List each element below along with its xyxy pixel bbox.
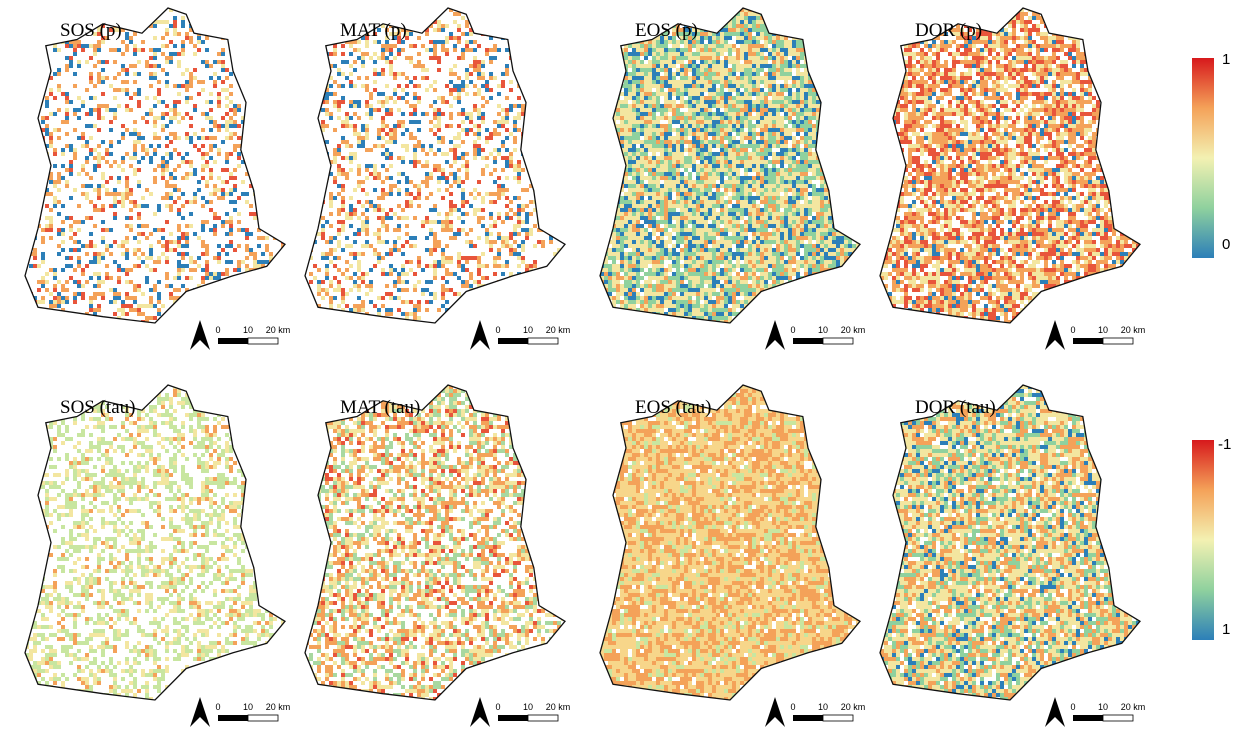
scale-bar: [1073, 715, 1103, 721]
scale-label: 10: [523, 325, 533, 335]
north-arrow: [190, 697, 210, 727]
scale-label: 0: [790, 702, 795, 712]
panel-title: EOS (tau): [635, 397, 712, 418]
north-arrow: [1045, 320, 1065, 350]
scale-bar: [793, 715, 823, 721]
panel-title: SOS (p): [60, 20, 122, 41]
scale-label: 0: [495, 325, 500, 335]
panel-title: MAT (tau): [340, 397, 420, 418]
scale-label: 10: [243, 325, 253, 335]
scale-label: 20 km: [841, 702, 866, 712]
scale-label: 10: [243, 702, 253, 712]
scale-label: 0: [215, 325, 220, 335]
colorbar-label: 1: [1222, 51, 1230, 68]
panel-title: EOS (p): [635, 20, 698, 41]
panel-title: DOR (tau): [915, 397, 996, 418]
scale-label: 20 km: [546, 702, 571, 712]
north-arrow: [470, 697, 490, 727]
panel-title: DOR (p): [915, 20, 982, 41]
colorbar-label: 0: [1222, 236, 1230, 253]
figure: 1 0 -1 1 SOS (p) 0 10 20 km MAT (p) 0 10 20 km E…: [0, 0, 1245, 740]
scale-bar: [1073, 338, 1103, 344]
scale-label: 0: [1070, 702, 1075, 712]
scale-bar: [248, 338, 278, 344]
scale-label: 0: [495, 702, 500, 712]
scale-label: 10: [1098, 702, 1108, 712]
north-arrow: [470, 320, 490, 350]
colorbar-label: 1: [1222, 621, 1230, 638]
scale-label: 20 km: [1121, 325, 1146, 335]
scale-bar: [498, 338, 528, 344]
north-arrow: [765, 320, 785, 350]
scale-bar: [528, 715, 558, 721]
colorbar: [1192, 58, 1214, 258]
scale-label: 0: [790, 325, 795, 335]
scale-label: 10: [818, 325, 828, 335]
scale-label: 20 km: [266, 325, 291, 335]
scale-label: 20 km: [841, 325, 866, 335]
scale-bar: [218, 715, 248, 721]
north-arrow: [190, 320, 210, 350]
colorbar: [1192, 440, 1214, 640]
scale-bar: [498, 715, 528, 721]
scale-bar: [1103, 338, 1133, 344]
scale-label: 20 km: [1121, 702, 1146, 712]
scale-label: 10: [523, 702, 533, 712]
scale-label: 0: [215, 702, 220, 712]
scale-label: 0: [1070, 325, 1075, 335]
scale-bar: [1103, 715, 1133, 721]
scale-label: 10: [1098, 325, 1108, 335]
scale-bar: [823, 338, 853, 344]
north-arrow: [1045, 697, 1065, 727]
scale-bar: [793, 338, 823, 344]
scale-bar: [528, 338, 558, 344]
scale-label: 10: [818, 702, 828, 712]
north-arrow: [765, 697, 785, 727]
scale-bar: [218, 338, 248, 344]
scale-label: 20 km: [266, 702, 291, 712]
panel-title: SOS (tau): [60, 397, 135, 418]
scale-label: 20 km: [546, 325, 571, 335]
colorbar-label: -1: [1218, 436, 1231, 453]
scale-bar: [248, 715, 278, 721]
panel-title: MAT (p): [340, 20, 407, 41]
scale-bar: [823, 715, 853, 721]
